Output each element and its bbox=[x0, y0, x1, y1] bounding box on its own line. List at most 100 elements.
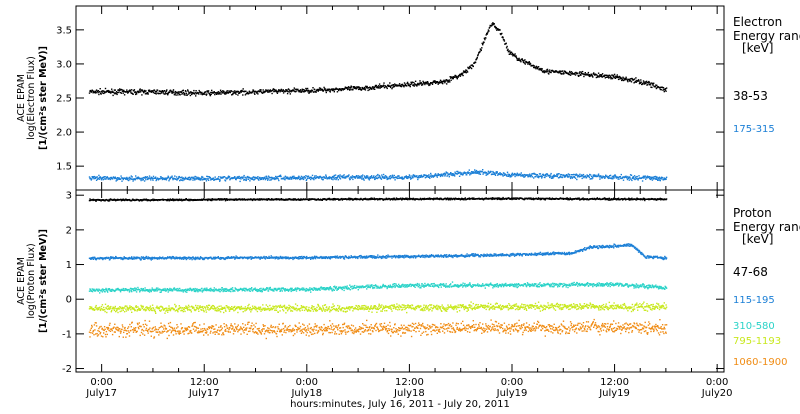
data-point bbox=[197, 177, 198, 178]
data-point bbox=[576, 179, 577, 180]
data-point bbox=[179, 94, 180, 95]
electron-ytick-label: 2.5 bbox=[56, 94, 72, 105]
data-point bbox=[318, 90, 319, 91]
data-point bbox=[161, 92, 162, 93]
data-point bbox=[243, 175, 244, 176]
data-point bbox=[547, 174, 548, 175]
data-point bbox=[480, 256, 481, 257]
data-point bbox=[587, 74, 588, 75]
data-point bbox=[358, 89, 359, 90]
data-point bbox=[657, 180, 658, 181]
data-point bbox=[264, 177, 265, 178]
data-point bbox=[208, 90, 209, 91]
data-point bbox=[515, 55, 516, 56]
data-point bbox=[350, 87, 351, 88]
data-point bbox=[379, 83, 380, 84]
data-point bbox=[350, 88, 351, 89]
data-point bbox=[237, 94, 238, 95]
data-point bbox=[469, 169, 470, 170]
data-point bbox=[195, 92, 196, 93]
proton-ytick-label: -1 bbox=[62, 329, 72, 340]
data-point bbox=[600, 74, 601, 75]
data-point bbox=[189, 92, 190, 93]
data-point bbox=[363, 178, 364, 179]
data-point bbox=[565, 176, 566, 177]
data-point bbox=[107, 177, 108, 178]
data-point bbox=[583, 76, 584, 77]
data-point bbox=[189, 259, 190, 260]
data-point bbox=[502, 175, 503, 176]
data-point bbox=[590, 174, 591, 175]
data-point bbox=[468, 172, 469, 173]
data-point bbox=[365, 257, 366, 258]
data-point bbox=[117, 92, 118, 93]
data-point bbox=[312, 175, 313, 176]
data-point bbox=[429, 84, 430, 85]
data-point bbox=[459, 176, 460, 177]
data-point bbox=[467, 71, 468, 72]
data-point bbox=[542, 68, 543, 69]
data-point bbox=[631, 180, 632, 181]
data-point bbox=[473, 253, 474, 254]
data-point bbox=[383, 176, 384, 177]
data-point bbox=[310, 179, 311, 180]
data-point bbox=[183, 92, 184, 93]
data-point bbox=[155, 177, 156, 178]
data-point bbox=[98, 94, 99, 95]
data-point bbox=[529, 174, 530, 175]
data-point bbox=[388, 178, 389, 179]
data-point bbox=[96, 176, 97, 177]
data-point bbox=[381, 179, 382, 180]
data-point bbox=[516, 58, 517, 59]
data-point bbox=[225, 180, 226, 181]
data-point bbox=[483, 254, 484, 255]
data-point bbox=[547, 69, 548, 70]
data-point bbox=[171, 258, 172, 259]
data-point bbox=[187, 179, 188, 180]
data-point bbox=[506, 176, 507, 177]
data-point bbox=[287, 89, 288, 90]
data-point bbox=[307, 88, 308, 89]
data-point bbox=[446, 83, 447, 84]
data-point bbox=[475, 172, 476, 173]
data-point bbox=[489, 27, 490, 28]
data-point bbox=[510, 53, 511, 54]
data-point bbox=[297, 89, 298, 90]
data-point bbox=[422, 257, 423, 258]
data-point bbox=[661, 178, 662, 179]
data-point bbox=[234, 176, 235, 177]
data-point bbox=[238, 91, 239, 92]
data-point bbox=[414, 85, 415, 86]
data-point bbox=[563, 175, 564, 176]
data-point bbox=[301, 256, 302, 257]
data-point bbox=[172, 91, 173, 92]
data-point bbox=[200, 93, 201, 94]
data-point bbox=[98, 175, 99, 176]
data-point bbox=[427, 81, 428, 82]
data-point bbox=[409, 257, 410, 258]
data-point bbox=[185, 177, 186, 178]
data-point bbox=[332, 179, 333, 180]
data-point bbox=[440, 82, 441, 83]
data-point bbox=[465, 71, 466, 72]
data-point bbox=[495, 254, 496, 255]
data-point bbox=[465, 172, 466, 173]
data-point bbox=[280, 176, 281, 177]
data-point bbox=[330, 91, 331, 92]
data-point bbox=[239, 176, 240, 177]
data-point bbox=[374, 256, 375, 257]
data-point bbox=[650, 84, 651, 85]
data-point bbox=[198, 93, 199, 94]
data-point bbox=[337, 177, 338, 178]
data-point bbox=[441, 81, 442, 82]
data-point bbox=[136, 258, 137, 259]
data-point bbox=[356, 176, 357, 177]
data-point bbox=[347, 87, 348, 88]
data-point bbox=[187, 90, 188, 91]
data-point bbox=[187, 258, 188, 259]
data-point bbox=[239, 92, 240, 93]
data-point bbox=[141, 94, 142, 95]
data-point bbox=[638, 80, 639, 81]
data-point bbox=[242, 94, 243, 95]
data-point bbox=[363, 257, 364, 258]
